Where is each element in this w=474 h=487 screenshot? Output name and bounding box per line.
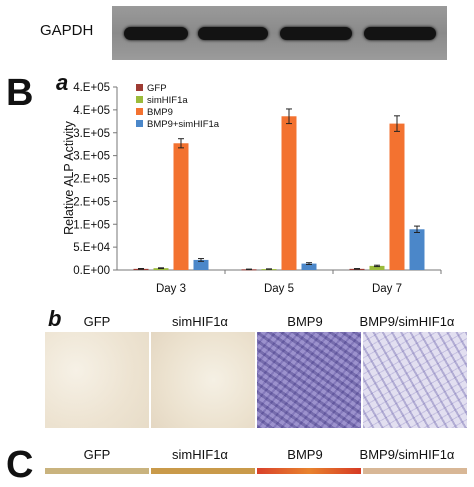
x-tick-label: Day 5 xyxy=(264,283,294,295)
alp-activity-chart: 0.E+00 5.E+04 1.E+05 2.E+05 2.E+05 3.E+05 3.E+… xyxy=(62,82,442,295)
bar xyxy=(301,263,317,270)
panel-c-label-simhif1a: simHIF1α xyxy=(172,447,228,462)
panel-letter-b: B xyxy=(6,72,34,114)
subpanel-letter-a: a xyxy=(56,70,69,95)
panel-c-label-bmp9: BMP9 xyxy=(287,447,323,462)
legend-swatch xyxy=(136,108,143,115)
bar xyxy=(369,265,385,270)
y-tick-label: 2.E+05 xyxy=(73,174,110,186)
blot-band xyxy=(280,27,352,40)
bar xyxy=(281,116,297,270)
stain-image-bmp9-simhif1a xyxy=(363,332,467,428)
legend-label: BMP9 xyxy=(147,107,173,118)
y-tick-label: 0.E+00 xyxy=(73,265,110,277)
panel-c-label-gfp: GFP xyxy=(83,447,111,462)
bar xyxy=(193,259,209,270)
stain-image-gfp xyxy=(45,332,149,428)
panel-letter-c: C xyxy=(6,444,34,486)
y-tick-label: 3.E+05 xyxy=(73,128,110,140)
panel-c-image-bmp9-simhif1a xyxy=(363,468,467,474)
bar xyxy=(409,229,425,270)
bar xyxy=(173,143,189,270)
blot-label: GAPDH xyxy=(40,22,94,39)
stain-image-simhif1a xyxy=(151,332,255,428)
x-tick-label: Day 7 xyxy=(372,283,402,295)
bar xyxy=(389,123,405,270)
y-axis-label: Relative ALP Activity xyxy=(62,120,76,234)
subpanel-letter-b: b xyxy=(48,306,62,331)
panel-b-label-gfp: GFP xyxy=(83,314,111,329)
legend-swatch xyxy=(136,96,143,103)
legend-swatch xyxy=(136,120,143,127)
panel-b-label-bmp9: BMP9 xyxy=(287,314,323,329)
panel-c-image-bmp9 xyxy=(257,468,361,474)
legend-swatch xyxy=(136,84,143,91)
x-tick-label: Day 3 xyxy=(156,283,186,295)
bar xyxy=(153,268,169,270)
panel-b-label-bmp9-simhif1a: BMP9/simHIF1α xyxy=(359,314,455,329)
y-tick-label: 1.E+05 xyxy=(73,219,110,231)
blot-band xyxy=(198,27,268,40)
panel-c-image-simhif1a xyxy=(151,468,255,474)
legend-label: simHIF1a xyxy=(147,95,188,106)
y-tick-label: 3.E+05 xyxy=(73,151,110,163)
y-tick-label: 5.E+04 xyxy=(73,242,110,254)
panel-b-label-simhif1a: simHIF1α xyxy=(172,314,228,329)
y-tick-label: 4.E+05 xyxy=(73,105,110,117)
panel-c-label-bmp9-simhif1a: BMP9/simHIF1α xyxy=(359,447,455,462)
western-blot-image xyxy=(112,6,447,60)
panel-c-image-gfp xyxy=(45,468,149,474)
y-tick-label: 4.E+05 xyxy=(73,82,110,94)
blot-band xyxy=(124,27,188,40)
y-tick-label: 2.E+05 xyxy=(73,196,110,208)
legend-label: BMP9+simHIF1a xyxy=(147,119,220,130)
blot-band xyxy=(364,27,436,40)
legend-label: GFP xyxy=(147,83,167,94)
stain-image-bmp9 xyxy=(257,332,361,428)
